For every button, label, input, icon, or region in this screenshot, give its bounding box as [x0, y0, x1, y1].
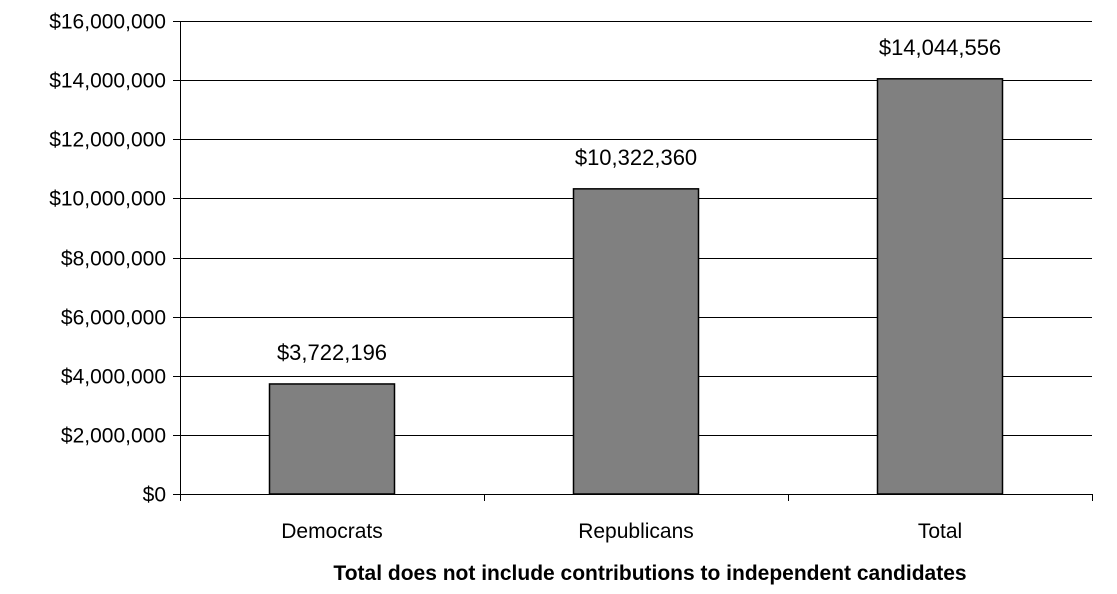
y-tick-label: $2,000,000 — [61, 425, 166, 448]
y-tick-label: $6,000,000 — [61, 307, 166, 330]
data-label: $3,722,196 — [277, 340, 387, 365]
y-tick-label: $10,000,000 — [49, 188, 166, 211]
y-tick-label: $8,000,000 — [61, 248, 166, 271]
y-tick-label: $16,000,000 — [49, 11, 166, 34]
y-axis-tick-labels: $0 $2,000,000 $4,000,000 $6,000,000 $8,000,0… — [49, 11, 166, 507]
x-axis-title: Total does not include contributions to … — [333, 562, 966, 585]
y-tick-label: $4,000,000 — [61, 366, 166, 389]
category-label: Total — [918, 520, 962, 543]
data-labels: $3,722,196 $10,322,360 $14,044,556 — [277, 35, 1001, 365]
bar-republicans — [572, 188, 700, 495]
category-label: Democrats — [281, 520, 383, 543]
data-label: $14,044,556 — [879, 35, 1001, 60]
x-axis-category-labels: Democrats Republicans Total — [281, 520, 962, 543]
y-tick-label: $14,000,000 — [49, 70, 166, 93]
data-label: $10,322,360 — [575, 145, 697, 170]
bar-democrats — [268, 383, 396, 495]
bars — [268, 78, 1004, 495]
y-tick-label: $0 — [143, 484, 166, 507]
category-label: Republicans — [578, 520, 694, 543]
bar-total — [876, 78, 1004, 495]
y-tick-label: $12,000,000 — [49, 129, 166, 152]
